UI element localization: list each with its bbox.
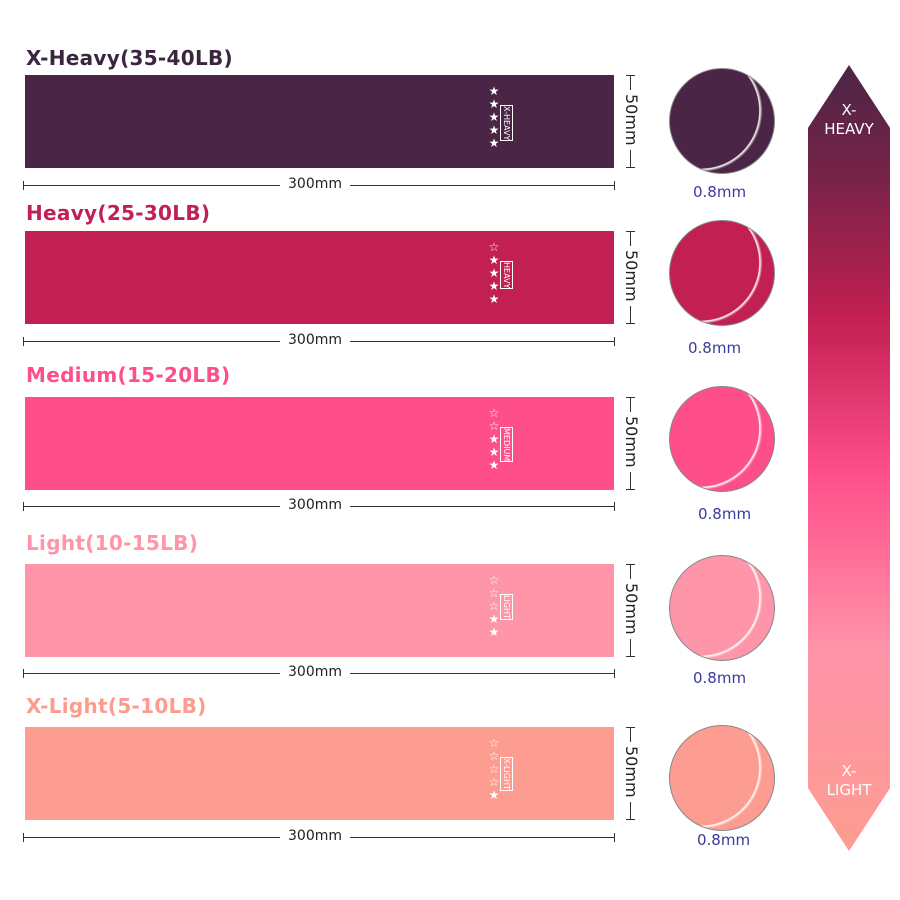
star-filled-icon: ★ [488,432,500,446]
rating-stars: ★ ★ ★ ★ ☆ [487,241,501,306]
thickness-detail-circle [669,220,775,326]
band-title: X-Light(5-10LB) [26,694,207,718]
band-label-tag: ★ ★ ☆ ☆ ☆ LIGHT [487,574,547,644]
star-filled-icon: ★ [488,292,500,306]
width-label: 50mm [622,579,641,639]
scale-top-label: X- HEAVY [824,101,874,138]
rating-stars: ★ ★ ☆ ☆ ☆ [487,574,501,639]
level-label: X-LIGHT [500,757,513,791]
star-outline-icon: ☆ [488,775,500,789]
width-label: 50mm [622,90,641,150]
band-label-tag: ★ ★ ★ ★ ☆ HEAVY [487,241,547,311]
band-swatch: ★ ★ ☆ ☆ ☆ LIGHT [25,564,614,657]
band-label-tag: ★ ★ ★ ★ ★ X-HEAVY [487,85,547,155]
band-label-tag: ★ ★ ★ ☆ ☆ MEDIUM [487,407,547,477]
band-swatch: ★ ★ ★ ★ ★ X-HEAVY [25,75,614,168]
star-outline-icon: ☆ [488,749,500,763]
band-swatch: ★ ★ ★ ★ ☆ HEAVY [25,231,614,324]
length-label: 300mm [280,664,350,680]
band-title: X-Heavy(35-40LB) [26,46,233,70]
level-label: LIGHT [500,594,513,620]
intensity-scale-arrow [808,65,890,851]
star-outline-icon: ☆ [488,573,500,587]
star-filled-icon: ★ [488,253,500,267]
band-swatch: ★ ☆ ☆ ☆ ☆ X-LIGHT [25,727,614,820]
star-filled-icon: ★ [488,110,500,124]
star-outline-icon: ☆ [488,586,500,600]
width-label: 50mm [622,246,641,306]
band-title: Medium(15-20LB) [26,363,231,387]
thickness-detail-circle [669,386,775,492]
level-label: HEAVY [500,261,513,290]
band-label-tag: ★ ☆ ☆ ☆ ☆ X-LIGHT [487,737,547,807]
star-filled-icon: ★ [488,788,500,802]
level-label: X-HEAVY [500,105,513,142]
thickness-detail-circle [669,68,775,174]
thickness-label: 0.8mm [688,339,742,357]
band-swatch: ★ ★ ★ ☆ ☆ MEDIUM [25,397,614,490]
level-label: MEDIUM [500,427,513,463]
star-filled-icon: ★ [488,266,500,280]
star-filled-icon: ★ [488,136,500,150]
star-filled-icon: ★ [488,445,500,459]
star-outline-icon: ☆ [488,762,500,776]
band-title: Light(10-15LB) [26,531,199,555]
star-filled-icon: ★ [488,97,500,111]
thickness-label: 0.8mm [698,505,752,523]
star-filled-icon: ★ [488,625,500,639]
scale-bottom-label: X- LIGHT [826,762,872,799]
length-label: 300mm [280,332,350,348]
star-filled-icon: ★ [488,84,500,98]
star-outline-icon: ☆ [488,406,500,420]
rating-stars: ★ ★ ★ ☆ ☆ [487,407,501,472]
star-filled-icon: ★ [488,123,500,137]
thickness-label: 0.8mm [693,669,747,687]
length-label: 300mm [280,176,350,192]
length-label: 300mm [280,497,350,513]
star-filled-icon: ★ [488,458,500,472]
star-outline-icon: ☆ [488,419,500,433]
width-label: 50mm [622,742,641,802]
rating-stars: ★ ★ ★ ★ ★ [487,85,501,150]
length-label: 300mm [280,828,350,844]
star-outline-icon: ☆ [488,240,500,254]
star-outline-icon: ☆ [488,599,500,613]
star-outline-icon: ☆ [488,736,500,750]
thickness-label: 0.8mm [693,183,747,201]
star-filled-icon: ★ [488,279,500,293]
star-filled-icon: ★ [488,612,500,626]
thickness-detail-circle [669,725,775,831]
thickness-label: 0.8mm [697,831,751,849]
width-label: 50mm [622,412,641,472]
thickness-detail-circle [669,555,775,661]
band-title: Heavy(25-30LB) [26,201,211,225]
rating-stars: ★ ☆ ☆ ☆ ☆ [487,737,501,802]
